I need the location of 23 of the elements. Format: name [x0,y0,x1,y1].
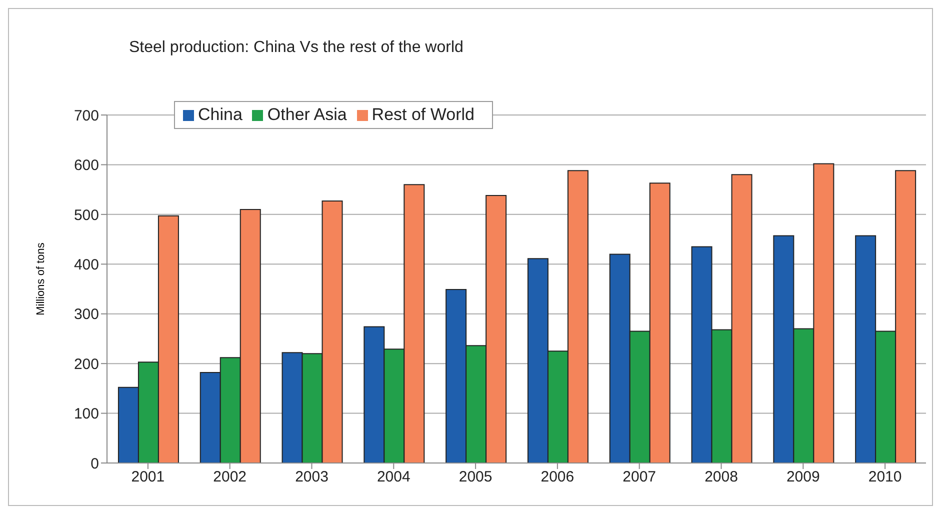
x-tick-label: 2005 [458,468,492,486]
x-tick-label: 2003 [295,468,328,486]
y-tick-label: 500 [74,206,99,224]
x-tick-label: 2009 [786,468,820,486]
x-tick-label: 2004 [376,468,410,486]
legend-label: China [198,105,242,124]
y-tick-label: 600 [74,157,99,174]
x-tick-label: 2008 [704,468,738,486]
y-tick-label: 100 [74,406,99,423]
y-axis-title: Millions of tons [35,242,47,316]
x-tick-label: 2007 [622,468,656,486]
x-tick-label: 2010 [868,468,902,486]
legend-label: Rest of World [372,105,474,124]
x-tick-label: 2002 [213,468,247,486]
chart-title: Steel production: China Vs the rest of the world [129,39,464,57]
legend-label: Other Asia [267,105,347,124]
x-tick-label: 2006 [540,468,574,486]
y-tick-label: 0 [90,455,99,472]
y-tick-label: 300 [74,306,99,324]
x-tick-label: 2001 [131,468,165,486]
y-tick-label: 200 [74,356,99,373]
y-tick-label: 400 [74,256,99,274]
y-tick-label: 700 [74,107,99,124]
